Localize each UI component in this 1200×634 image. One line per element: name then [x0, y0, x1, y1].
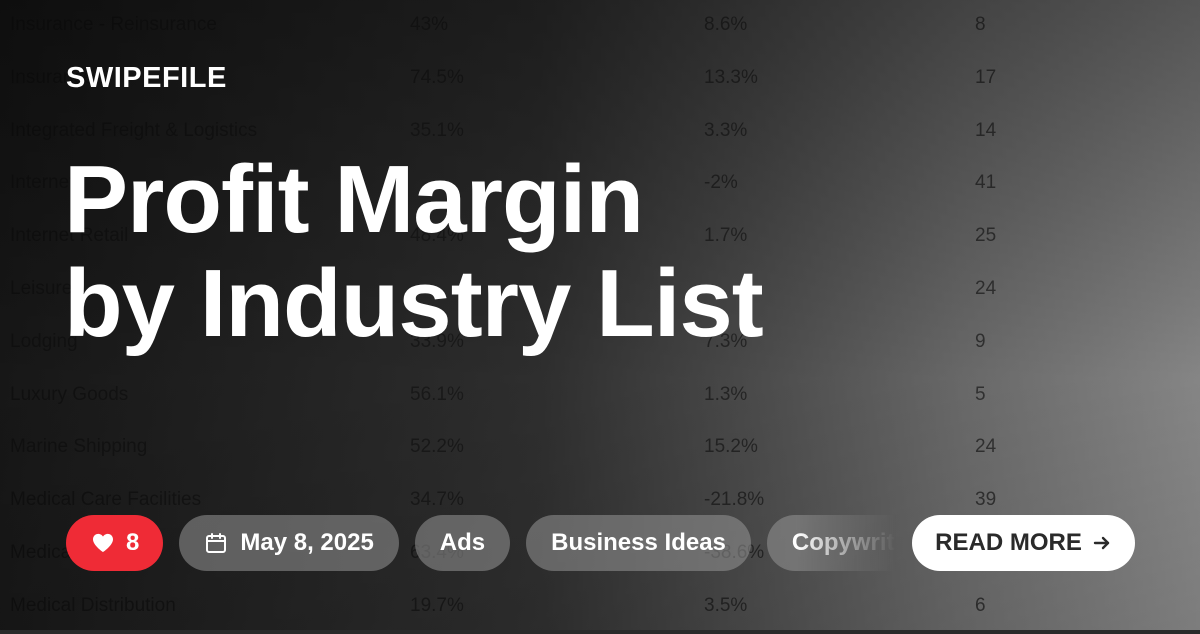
meta-pills: 8 May 8, 2025 Ads Business Ideas Copywri…	[66, 515, 896, 571]
read-more-button[interactable]: READ MORE	[912, 515, 1135, 571]
brand-label: SWIPEFILE	[66, 62, 227, 94]
tag-ads[interactable]: Ads	[414, 515, 511, 571]
page-title: Profit Margin by Industry List	[64, 148, 884, 356]
calendar-icon	[204, 531, 228, 555]
likes-button[interactable]: 8	[66, 515, 164, 571]
arrow-right-icon	[1092, 533, 1112, 553]
tag-label: Ads	[439, 529, 486, 556]
date-text: May 8, 2025	[240, 529, 374, 556]
tag-label: Copywriting	[791, 529, 896, 556]
tag-copywriting[interactable]: Copywriting	[766, 515, 896, 571]
date-pill: May 8, 2025	[179, 515, 399, 571]
likes-count: 8	[126, 529, 140, 556]
read-more-label: READ MORE	[935, 529, 1082, 556]
title-line-2: by Industry List	[64, 250, 764, 357]
tag-business-ideas[interactable]: Business Ideas	[526, 515, 751, 571]
title-line-1: Profit Margin	[64, 146, 644, 253]
heart-icon	[92, 533, 114, 553]
tag-label: Business Ideas	[551, 529, 726, 556]
